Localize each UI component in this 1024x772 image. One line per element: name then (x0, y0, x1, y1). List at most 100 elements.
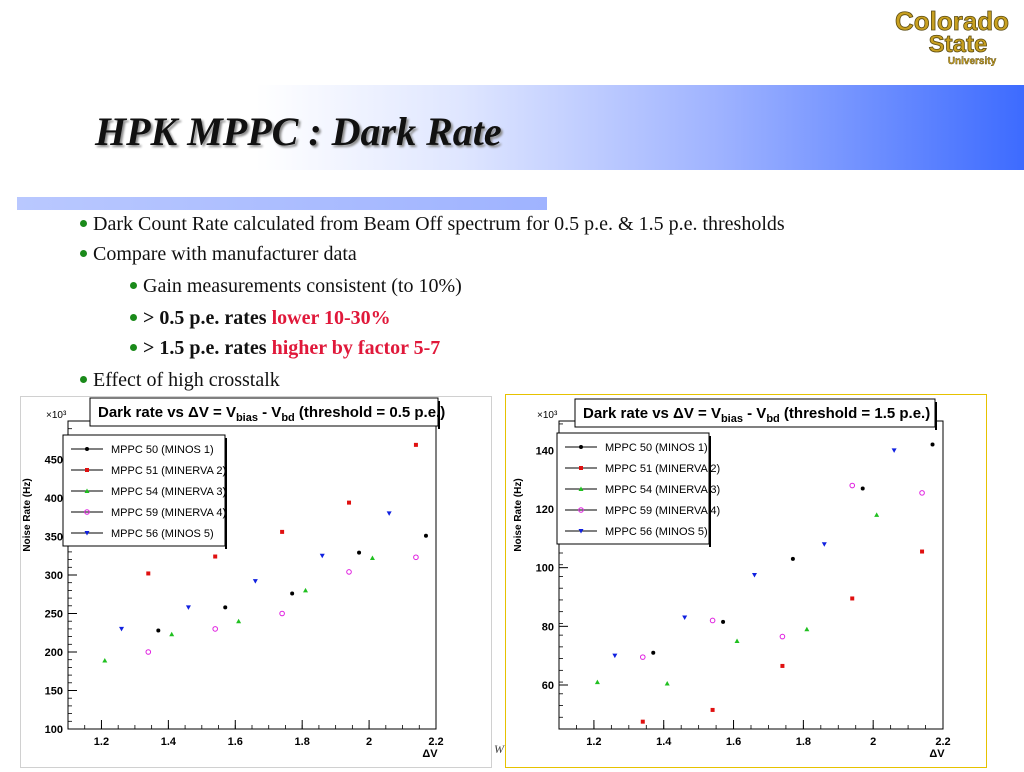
y-tick-label: 140 (536, 445, 554, 457)
data-point (185, 605, 191, 610)
data-point (780, 663, 785, 668)
data-point (319, 553, 325, 559)
x-tick-label: 1.2 (94, 736, 109, 748)
chart-title-part: bias (721, 413, 743, 425)
slide-title: HPK MPPC : Dark Rate (95, 109, 502, 154)
data-point (640, 719, 645, 724)
chart-title-part: - V (258, 404, 281, 421)
data-point (779, 633, 786, 640)
bullet-dot-icon (130, 281, 137, 289)
data-point (236, 618, 242, 624)
legend-entry: MPPC 51 (MINERVA 2) (605, 463, 720, 475)
bullet-dot-icon (80, 249, 87, 257)
legend-entry: MPPC 54 (MINERVA 3) (605, 484, 720, 496)
data-point (612, 653, 618, 659)
data-point (709, 617, 716, 624)
logo-line-1: Colorado (895, 6, 1009, 36)
legend-marker (579, 466, 583, 470)
x-tick-label: 2 (366, 736, 372, 748)
data-point (920, 549, 925, 554)
y-tick-label: 100 (536, 563, 554, 575)
legend-marker (578, 529, 584, 534)
legend-entry: MPPC 56 (MINOS 5) (111, 528, 214, 540)
data-point (804, 626, 810, 632)
data-point (369, 555, 375, 561)
data-point (594, 679, 600, 685)
data-point (423, 533, 428, 538)
bullet-item: > 1.5 p.e. rates higher by factor 5-7 (130, 337, 440, 360)
bullet-item: Dark Count Rate calculated from Beam Off… (80, 213, 785, 236)
legend-entry: MPPC 59 (MINERVA 4) (111, 507, 226, 519)
chart-title-box (89, 397, 439, 427)
chart-title-box (574, 398, 936, 428)
x-tick-label: 1.6 (726, 736, 741, 748)
chart-title-part: (threshold = 1.5 p.e.) (780, 405, 930, 422)
chart-title-shadow (438, 401, 440, 429)
y-tick-label: 200 (45, 647, 63, 659)
y-multiplier: ×10³ (46, 410, 67, 421)
y-tick-label: 80 (542, 621, 554, 633)
chart-title: Dark rate vs ΔV = Vbias - Vbd (threshold… (89, 397, 445, 429)
data-point (252, 579, 258, 584)
legend-entry: MPPC 56 (MINOS 5) (605, 526, 708, 538)
chart-title-part: bias (236, 412, 258, 424)
x-tick-label: 2 (870, 736, 876, 748)
y-tick-label: 350 (45, 532, 63, 544)
title-band (0, 85, 1024, 170)
data-point (212, 626, 218, 632)
legend-marker (84, 531, 90, 536)
legend-marker (84, 509, 90, 515)
bullet-item: > 0.5 p.e. rates lower 10-30% (130, 307, 391, 330)
data-point (146, 571, 151, 576)
chart-title-part: Dark rate vs ΔV = V (98, 404, 236, 421)
chart-legend: MPPC 50 (MINOS 1) MPPC 51 (MINERVA 2) MPPC… (556, 432, 720, 547)
y-tick-label: 100 (45, 724, 63, 736)
data-point (303, 587, 309, 593)
data-point (790, 556, 795, 561)
data-point (413, 442, 418, 447)
chart-title-shadow (935, 402, 937, 430)
legend-shadow (709, 436, 711, 547)
bullet-text: > 0.5 p.e. rates (143, 307, 272, 329)
chart-title-text: Dark rate vs ΔV = Vbias - Vbd (threshold… (583, 405, 930, 425)
data-point (639, 654, 646, 660)
chart-title-text: Dark rate vs ΔV = Vbias - Vbd (threshold… (98, 404, 445, 424)
data-point (919, 490, 925, 496)
chart-threshold-15: 1.2 1.4 1.6 1.8 2 2.2 60 80 100 120 140 ×10³ Noise R… (513, 398, 951, 760)
chart-title-part: (threshold = 0.5 p.e.) (295, 404, 445, 421)
x-tick-label: 1.6 (228, 736, 243, 748)
x-tick-label: 1.4 (656, 736, 672, 748)
data-point (751, 573, 757, 578)
logo-line-3: University (948, 56, 997, 66)
title-underline-bar (17, 197, 547, 210)
chart-title-part: bd (766, 413, 779, 425)
data-point (102, 657, 108, 663)
bullet-text: Compare with manufacturer data (93, 243, 357, 265)
legend-shadow (225, 438, 227, 549)
data-point (290, 591, 295, 596)
data-point (891, 448, 897, 453)
data-point (357, 550, 362, 555)
data-point (280, 529, 285, 534)
legend-marker (578, 486, 584, 491)
x-tick-label: 2.2 (428, 736, 443, 748)
legend-entry: MPPC 54 (MINERVA 3) (111, 486, 226, 498)
bullet-text: > 1.5 p.e. rates (143, 337, 272, 359)
y-multiplier: ×10³ (537, 410, 558, 421)
data-point (279, 610, 285, 617)
plot-threshold-05: 1.2 1.4 1.6 1.8 2 2.2 100 150 200 250 300 350 400 450… (20, 396, 492, 768)
x-tick-label: 1.8 (295, 736, 310, 748)
data-point (223, 605, 228, 610)
bullet-text: Effect of high crosstalk (93, 369, 280, 391)
chart-legend: MPPC 50 (MINOS 1) MPPC 51 (MINERVA 2) MPPC… (62, 434, 227, 549)
data-point (386, 511, 392, 516)
legend-marker (579, 445, 583, 449)
chart-title-part: - V (743, 405, 766, 422)
data-point (413, 554, 419, 561)
data-point (721, 619, 726, 624)
y-tick-label: 150 (45, 686, 63, 698)
data-point (664, 681, 670, 686)
data-point (682, 615, 688, 621)
bullet-dot-icon (80, 219, 87, 227)
data-point (930, 442, 935, 447)
